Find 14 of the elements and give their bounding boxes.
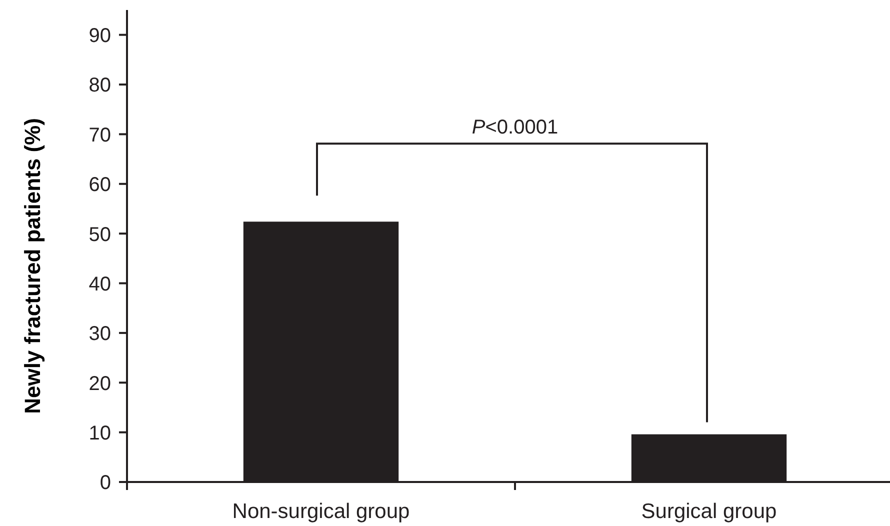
y-tick-label: 50 bbox=[88, 224, 111, 246]
y-tick-label: 40 bbox=[88, 273, 111, 296]
annotation: P<0.0001 bbox=[472, 116, 558, 139]
y-tick-label: 60 bbox=[88, 174, 111, 196]
y-tick-label: 80 bbox=[88, 74, 111, 97]
x-tick-label: Non-surgical group bbox=[232, 500, 410, 523]
y-axis-title: Newly fractured patients (%) bbox=[20, 118, 45, 414]
y-tick-label: 0 bbox=[100, 472, 111, 494]
x-tick-label: Surgical group bbox=[641, 500, 777, 523]
y-tick-label: 20 bbox=[88, 372, 111, 395]
y-tick-label: 10 bbox=[88, 422, 111, 445]
y-tick-label: 30 bbox=[88, 323, 111, 346]
y-tick-label: 90 bbox=[88, 25, 111, 48]
y-tick-label: 70 bbox=[88, 124, 111, 146]
